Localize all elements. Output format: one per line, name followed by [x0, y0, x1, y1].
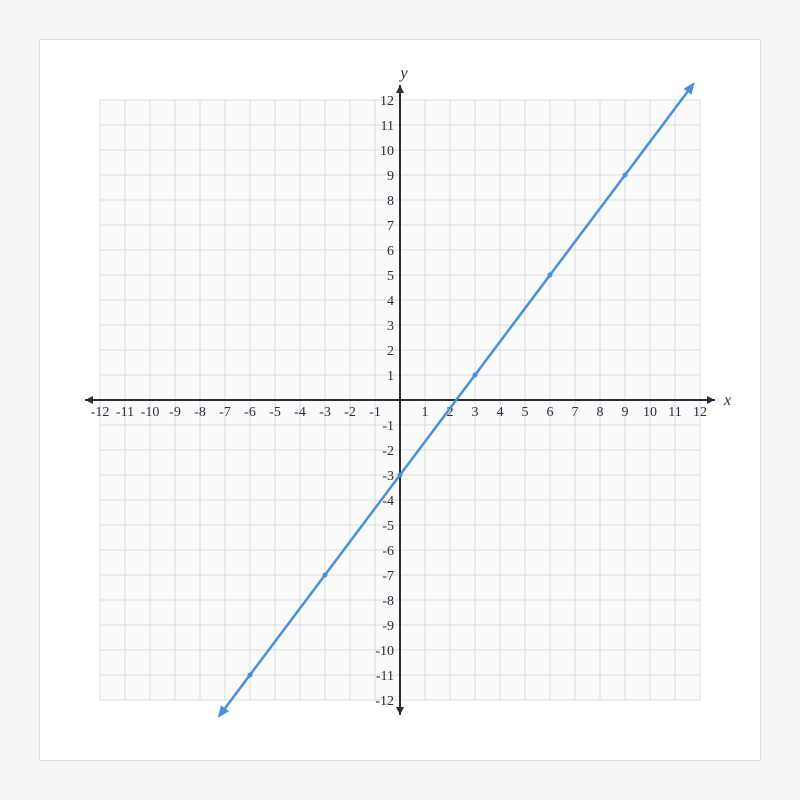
y-tick-label: -12 — [375, 694, 394, 709]
y-tick-label: 11 — [381, 119, 394, 134]
x-tick-label: -10 — [141, 405, 160, 420]
x-tick-label: 4 — [497, 405, 504, 420]
x-axis-arrow-right — [707, 396, 715, 404]
x-tick-label: -2 — [344, 405, 356, 420]
x-tick-label: 7 — [572, 405, 579, 420]
x-tick-label: 3 — [472, 405, 479, 420]
y-axis-arrow-top — [396, 85, 404, 93]
x-axis-label: x — [723, 392, 731, 409]
y-tick-label: -10 — [375, 644, 394, 659]
y-tick-label: 9 — [387, 169, 394, 184]
x-tick-label: 6 — [547, 405, 554, 420]
x-tick-label: 8 — [597, 405, 604, 420]
y-tick-label: 10 — [380, 144, 394, 159]
y-tick-label: 5 — [387, 269, 394, 284]
y-tick-label: 3 — [387, 319, 394, 334]
x-tick-label: 5 — [522, 405, 529, 420]
data-point — [623, 173, 628, 178]
x-tick-label: 11 — [668, 405, 681, 420]
x-tick-label: -11 — [116, 405, 134, 420]
data-point — [473, 373, 478, 378]
coordinate-chart: -12-11-10-9-8-7-6-5-4-3-2-11234567891011… — [60, 60, 740, 740]
y-tick-label: 1 — [387, 369, 394, 384]
x-tick-label: -7 — [219, 405, 231, 420]
x-tick-label: -1 — [369, 405, 381, 420]
x-tick-label: 9 — [622, 405, 629, 420]
y-tick-label: -6 — [382, 544, 394, 559]
x-tick-label: -4 — [294, 405, 306, 420]
y-axis-label: y — [398, 65, 408, 82]
y-tick-label: 7 — [387, 219, 394, 234]
y-tick-label: -2 — [382, 444, 394, 459]
y-axis-arrow-bottom — [396, 707, 404, 715]
x-tick-label: -5 — [269, 405, 281, 420]
data-point — [248, 673, 253, 678]
x-tick-label: 1 — [422, 405, 429, 420]
data-point — [548, 273, 553, 278]
y-tick-label: -5 — [382, 519, 394, 534]
x-tick-label: -3 — [319, 405, 331, 420]
y-tick-label: -7 — [382, 569, 394, 584]
y-tick-label: 6 — [387, 244, 394, 259]
y-tick-label: -1 — [382, 419, 394, 434]
x-tick-label: -9 — [169, 405, 181, 420]
x-tick-label: -12 — [91, 405, 110, 420]
y-tick-label: -8 — [382, 594, 394, 609]
y-tick-label: -9 — [382, 619, 394, 634]
data-point — [323, 573, 328, 578]
y-tick-label: -3 — [382, 469, 394, 484]
y-tick-label: 12 — [380, 94, 394, 109]
y-tick-label: 8 — [387, 194, 394, 209]
x-axis-arrow-left — [85, 396, 93, 404]
x-tick-label: -8 — [194, 405, 206, 420]
x-tick-label: 12 — [693, 405, 707, 420]
y-tick-label: 4 — [387, 294, 394, 309]
x-tick-label: 10 — [643, 405, 657, 420]
x-tick-label: -6 — [244, 405, 256, 420]
y-tick-label: 2 — [387, 344, 394, 359]
chart-container: -12-11-10-9-8-7-6-5-4-3-2-11234567891011… — [39, 39, 761, 761]
y-tick-label: -11 — [376, 669, 394, 684]
data-point — [398, 473, 403, 478]
